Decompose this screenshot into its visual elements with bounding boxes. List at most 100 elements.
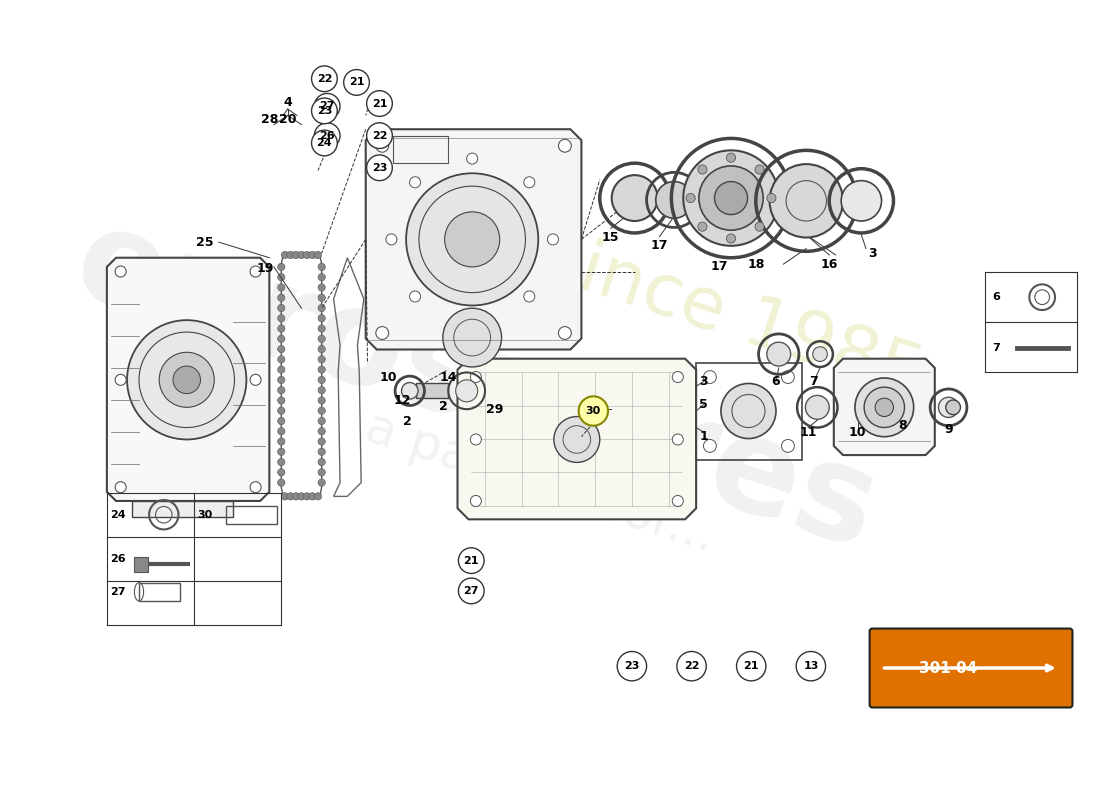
Text: 23: 23 xyxy=(317,106,332,116)
Circle shape xyxy=(876,398,893,417)
Text: 22: 22 xyxy=(684,661,700,671)
Text: 22: 22 xyxy=(317,74,332,84)
Text: 23: 23 xyxy=(372,162,387,173)
Circle shape xyxy=(376,326,388,339)
Circle shape xyxy=(315,94,340,119)
Circle shape xyxy=(277,438,285,445)
Text: 12: 12 xyxy=(394,394,411,407)
Circle shape xyxy=(698,166,763,230)
Circle shape xyxy=(318,284,326,291)
Text: 22: 22 xyxy=(372,130,387,141)
Text: 19: 19 xyxy=(256,262,274,275)
Circle shape xyxy=(173,366,200,394)
Circle shape xyxy=(343,70,370,95)
Text: 4: 4 xyxy=(284,96,293,109)
Text: 17: 17 xyxy=(651,239,668,252)
Circle shape xyxy=(366,123,393,149)
Polygon shape xyxy=(134,557,148,572)
Circle shape xyxy=(315,123,340,149)
Text: 14: 14 xyxy=(440,371,458,385)
Circle shape xyxy=(277,469,285,476)
Circle shape xyxy=(559,326,571,339)
Circle shape xyxy=(318,418,326,425)
Circle shape xyxy=(304,251,310,258)
Circle shape xyxy=(287,251,294,258)
Circle shape xyxy=(459,548,484,574)
Circle shape xyxy=(715,182,748,214)
Circle shape xyxy=(704,370,716,383)
Text: 2: 2 xyxy=(439,400,448,413)
Text: 29: 29 xyxy=(485,402,503,416)
Circle shape xyxy=(277,407,285,414)
Circle shape xyxy=(160,352,215,407)
Circle shape xyxy=(277,263,285,270)
Circle shape xyxy=(277,335,285,342)
Text: 7: 7 xyxy=(992,342,1000,353)
Circle shape xyxy=(318,356,326,363)
Text: 21: 21 xyxy=(744,661,759,671)
Circle shape xyxy=(697,165,707,174)
Circle shape xyxy=(277,448,285,455)
Text: 30: 30 xyxy=(585,406,601,416)
Text: 27: 27 xyxy=(319,102,334,111)
Text: 1: 1 xyxy=(700,430,708,443)
Circle shape xyxy=(612,175,658,221)
Text: 3: 3 xyxy=(868,246,877,260)
Circle shape xyxy=(277,356,285,363)
Circle shape xyxy=(277,458,285,466)
Circle shape xyxy=(277,314,285,322)
Circle shape xyxy=(376,139,388,152)
Text: 10: 10 xyxy=(379,371,397,385)
Text: 20: 20 xyxy=(279,113,296,126)
Circle shape xyxy=(318,407,326,414)
Text: 10: 10 xyxy=(849,426,867,438)
Circle shape xyxy=(946,400,960,414)
Circle shape xyxy=(466,314,477,326)
FancyBboxPatch shape xyxy=(870,629,1072,707)
Text: 9: 9 xyxy=(944,423,953,436)
Circle shape xyxy=(656,182,693,218)
Circle shape xyxy=(277,325,285,332)
Text: 6: 6 xyxy=(772,375,780,388)
Circle shape xyxy=(720,383,775,438)
Circle shape xyxy=(554,417,600,462)
Circle shape xyxy=(318,458,326,466)
Circle shape xyxy=(813,346,827,362)
Circle shape xyxy=(755,165,764,174)
Text: 30: 30 xyxy=(198,510,212,520)
Circle shape xyxy=(277,397,285,404)
Circle shape xyxy=(318,376,326,383)
Text: 27: 27 xyxy=(110,587,125,597)
Circle shape xyxy=(277,366,285,374)
Circle shape xyxy=(277,418,285,425)
Circle shape xyxy=(386,234,397,245)
Circle shape xyxy=(277,386,285,394)
Text: 6: 6 xyxy=(992,292,1000,302)
Circle shape xyxy=(443,308,502,367)
Text: 3: 3 xyxy=(700,375,707,388)
Circle shape xyxy=(406,174,538,306)
Text: 28: 28 xyxy=(261,113,278,126)
Circle shape xyxy=(287,493,294,500)
Circle shape xyxy=(938,398,959,418)
Circle shape xyxy=(304,493,310,500)
Circle shape xyxy=(617,651,647,681)
Text: 24: 24 xyxy=(317,138,332,148)
Circle shape xyxy=(318,304,326,312)
Circle shape xyxy=(318,448,326,455)
Circle shape xyxy=(277,427,285,435)
Text: 27: 27 xyxy=(463,586,478,596)
Circle shape xyxy=(116,374,127,386)
Polygon shape xyxy=(107,258,270,501)
Circle shape xyxy=(116,482,127,493)
Circle shape xyxy=(318,335,326,342)
Circle shape xyxy=(686,194,695,202)
Circle shape xyxy=(409,291,420,302)
Text: 23: 23 xyxy=(624,661,639,671)
Circle shape xyxy=(277,304,285,312)
Text: 13: 13 xyxy=(803,661,818,671)
Circle shape xyxy=(318,438,326,445)
Circle shape xyxy=(309,251,316,258)
Text: 11: 11 xyxy=(800,426,817,438)
Text: a passion for...: a passion for... xyxy=(359,403,722,562)
